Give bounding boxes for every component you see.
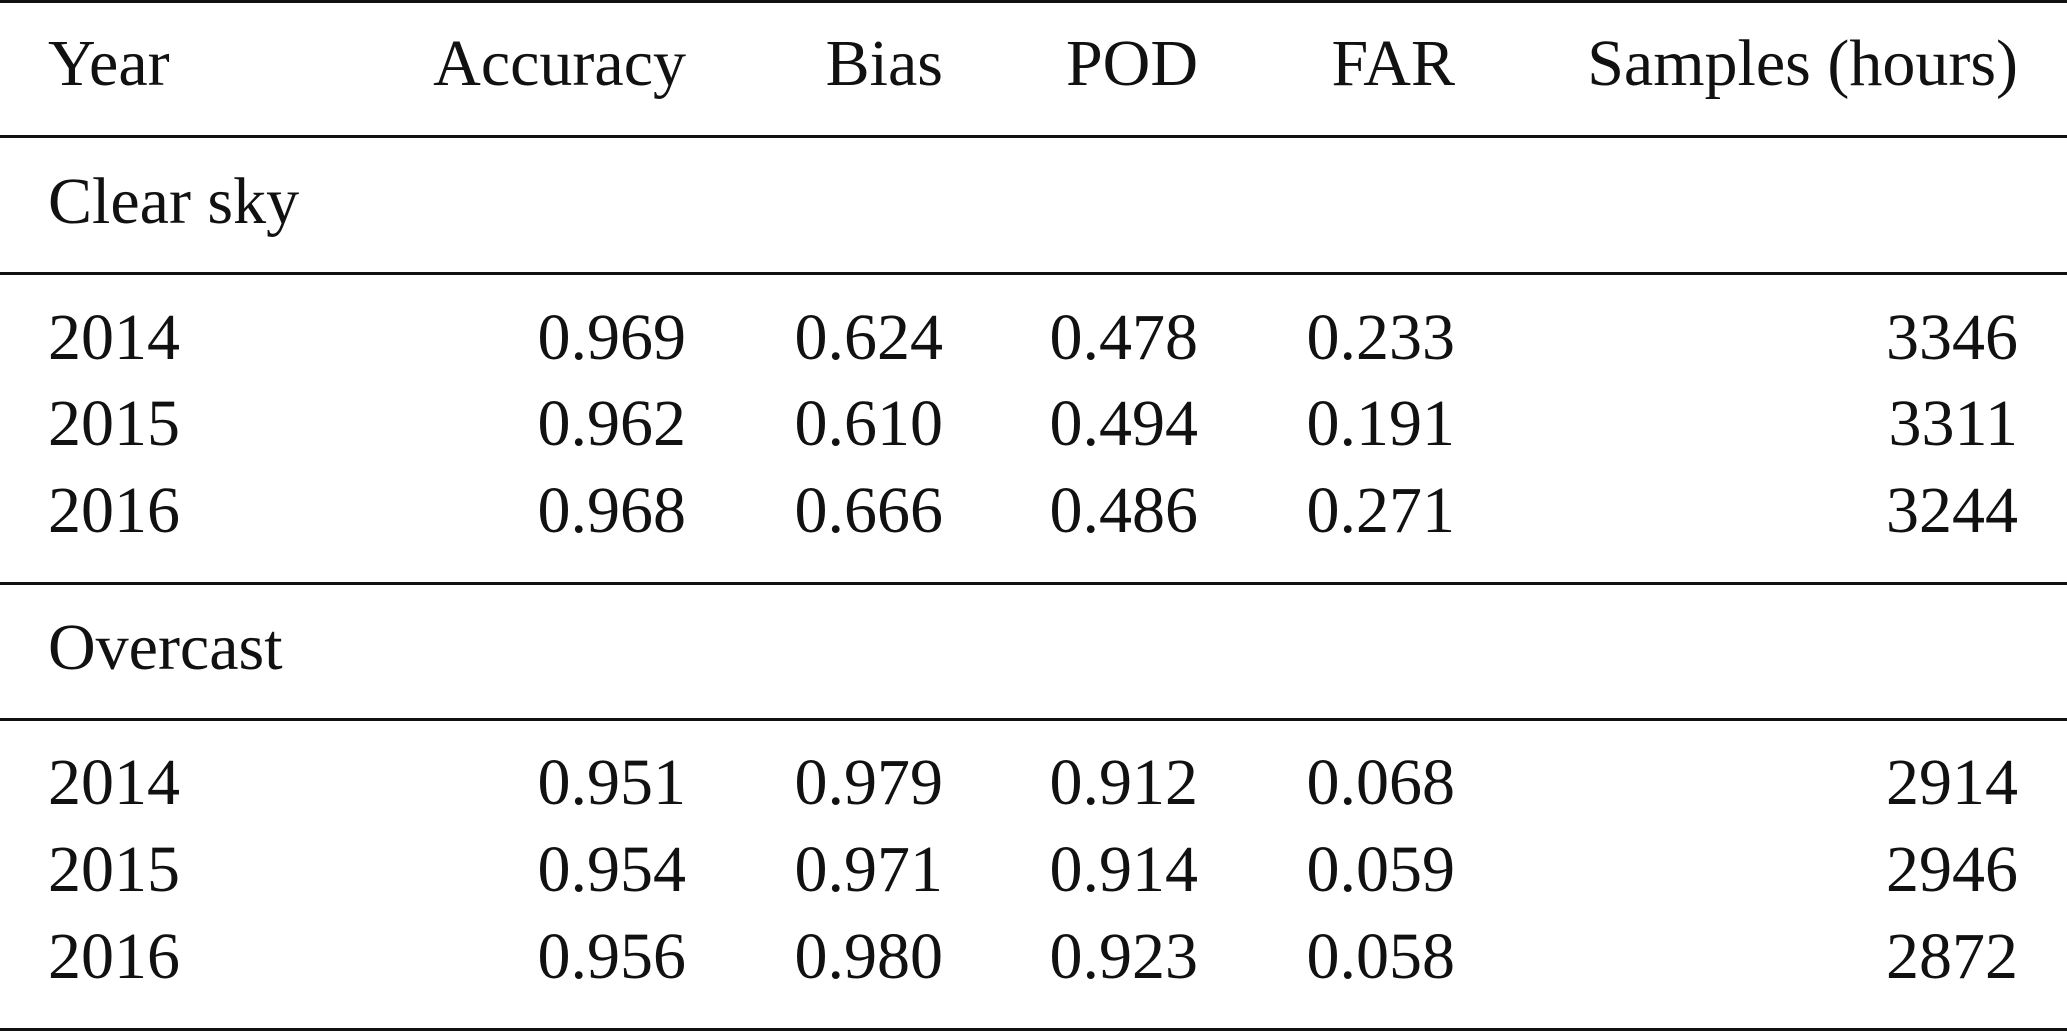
- table-cell-far: 0.058: [1306, 920, 1456, 993]
- table-cell-far: 0.271: [1306, 474, 1456, 547]
- table-cell-bias: 0.624: [794, 301, 944, 374]
- table-cell-year: 2016: [48, 474, 180, 547]
- section-label-clear-sky: Clear sky: [48, 165, 300, 238]
- table-cell-bias: 0.979: [794, 746, 944, 819]
- section-rule-overcast: [0, 718, 2067, 721]
- table-cell-pod: 0.494: [1049, 387, 1199, 460]
- table-cell-accuracy: 0.956: [537, 920, 687, 993]
- table-cell-samples: 3346: [1886, 301, 2018, 374]
- top-rule: [0, 0, 2067, 3]
- header-year: Year: [48, 27, 170, 100]
- table-cell-bias: 0.971: [794, 833, 944, 906]
- bottom-rule: [0, 1028, 2067, 1031]
- table-cell-pod: 0.914: [1049, 833, 1199, 906]
- table-cell-accuracy: 0.962: [537, 387, 687, 460]
- table-cell-accuracy: 0.951: [537, 746, 687, 819]
- header-far: FAR: [1331, 27, 1456, 100]
- table-cell-pod: 0.923: [1049, 920, 1199, 993]
- table-cell-accuracy: 0.969: [537, 301, 687, 374]
- table-cell-bias: 0.980: [794, 920, 944, 993]
- section-rule-clear-sky: [0, 272, 2067, 275]
- table-cell-samples: 3244: [1886, 474, 2018, 547]
- table-cell-samples: 2946: [1886, 833, 2018, 906]
- table-cell-bias: 0.610: [794, 387, 944, 460]
- table-cell-accuracy: 0.968: [537, 474, 687, 547]
- table-cell-far: 0.068: [1306, 746, 1456, 819]
- table-cell-year: 2015: [48, 833, 180, 906]
- table-cell-year: 2015: [48, 387, 180, 460]
- table-cell-accuracy: 0.954: [537, 833, 687, 906]
- table-cell-bias: 0.666: [794, 474, 944, 547]
- table-cell-pod: 0.486: [1049, 474, 1199, 547]
- section-label-overcast: Overcast: [48, 611, 283, 684]
- table-cell-samples: 3311: [1888, 387, 2018, 460]
- header-accuracy: Accuracy: [433, 27, 686, 100]
- table-cell-year: 2016: [48, 920, 180, 993]
- table-cell-samples: 2914: [1886, 746, 2018, 819]
- table-cell-samples: 2872: [1886, 920, 2018, 993]
- section-divider-rule: [0, 582, 2067, 585]
- table-cell-year: 2014: [48, 301, 180, 374]
- table-cell-far: 0.233: [1306, 301, 1456, 374]
- header-bias: Bias: [825, 27, 943, 100]
- table-cell-far: 0.191: [1306, 387, 1456, 460]
- table-cell-pod: 0.912: [1049, 746, 1199, 819]
- header-rule: [0, 135, 2067, 138]
- table-cell-pod: 0.478: [1049, 301, 1199, 374]
- header-pod: POD: [1065, 27, 1198, 100]
- table-cell-far: 0.059: [1306, 833, 1456, 906]
- table-cell-year: 2014: [48, 746, 180, 819]
- header-samples: Samples (hours): [1587, 27, 2018, 100]
